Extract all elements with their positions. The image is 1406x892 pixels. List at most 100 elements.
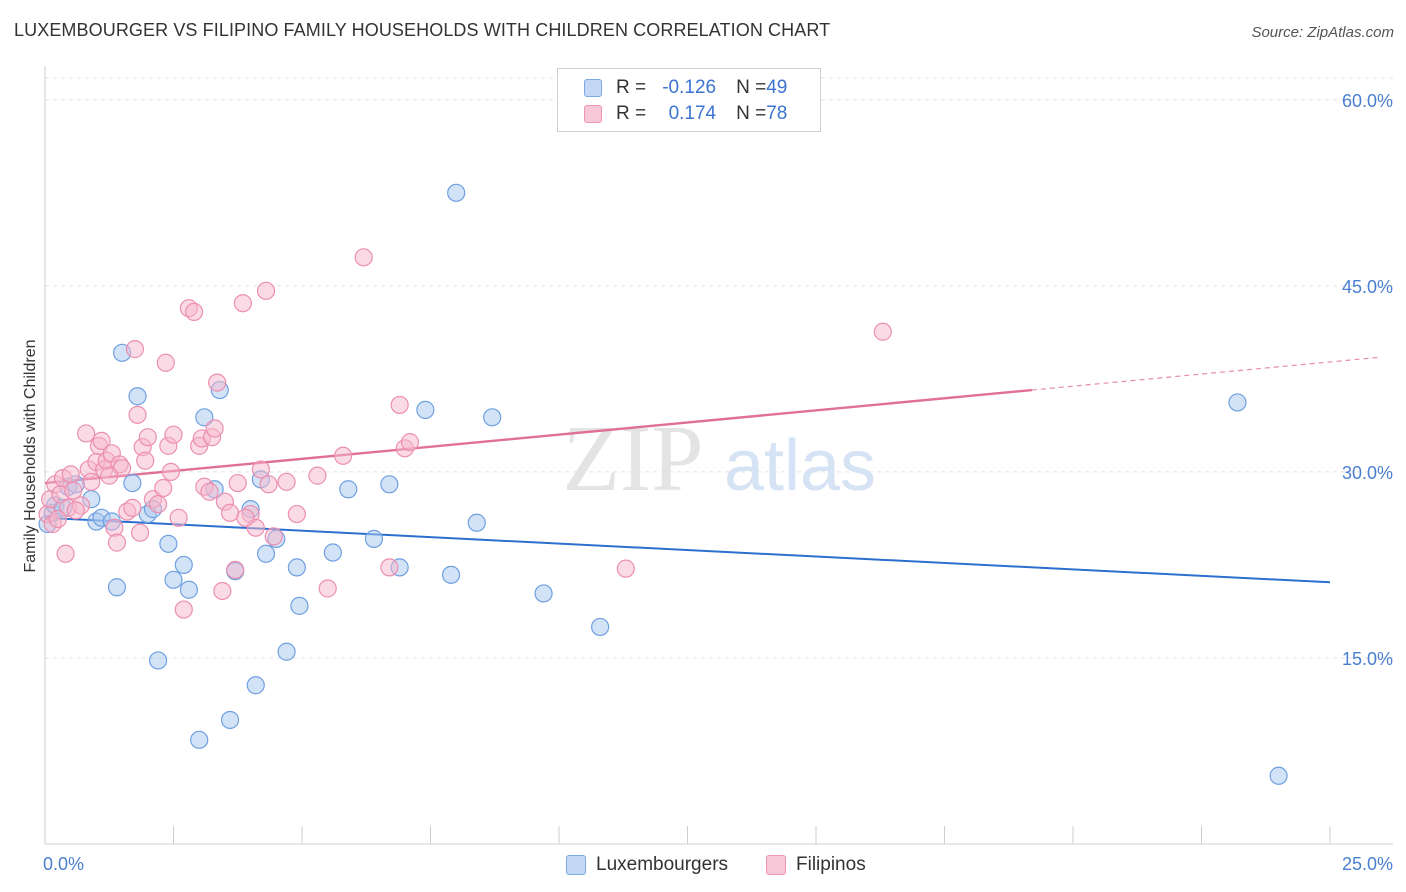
point-luxembourgers (123, 473, 142, 493)
point-filipinos (148, 495, 168, 514)
axes (44, 66, 1393, 845)
point-filipinos (169, 508, 188, 527)
gridlines (45, 77, 1393, 659)
point-filipinos (256, 281, 276, 300)
bottom-legend-swatch-pink (766, 855, 786, 875)
legend-r-label: R = (616, 103, 647, 124)
point-luxembourgers (591, 617, 610, 637)
legend-swatch-pink (584, 105, 602, 123)
point-filipinos (156, 353, 175, 372)
tick-labels: 15.0% 30.0% 45.0% 60.0% 0.0% 25.0% (43, 91, 1393, 874)
point-filipinos (873, 322, 892, 341)
legend-row-filipinos: R = 0.174 N = 78 (584, 102, 787, 126)
x-tick-label: 0.0% (43, 854, 84, 874)
point-filipinos (226, 560, 245, 579)
point-filipinos (259, 475, 278, 494)
point-luxembourgers (179, 580, 199, 599)
watermark: ZIP atlas (563, 407, 877, 511)
point-luxembourgers (190, 730, 209, 749)
point-filipinos (205, 419, 224, 438)
point-luxembourgers (287, 558, 306, 577)
point-filipinos (100, 466, 119, 485)
point-luxembourgers (220, 710, 240, 730)
point-filipinos (174, 600, 193, 619)
point-filipinos (233, 294, 252, 313)
point-luxembourgers (174, 555, 193, 575)
point-luxembourgers (416, 400, 435, 419)
point-filipinos (125, 340, 145, 359)
x-tick-label: 25.0% (1342, 854, 1393, 874)
point-filipinos (228, 473, 247, 493)
point-filipinos (136, 451, 155, 470)
point-luxembourgers (195, 408, 214, 427)
point-filipinos (616, 559, 635, 578)
point-filipinos (61, 465, 80, 484)
point-luxembourgers (1269, 766, 1288, 785)
point-filipinos (107, 533, 127, 552)
point-luxembourgers (256, 544, 276, 563)
bottom-legend-filipinos: Filipinos (766, 852, 866, 878)
trend-line-filipinos (44, 388, 1032, 485)
chart-title: LUXEMBOURGER VS FILIPINO FAMILY HOUSEHOL… (14, 20, 831, 40)
point-filipinos (213, 581, 232, 601)
point-filipinos (48, 509, 67, 529)
point-filipinos (208, 373, 227, 392)
point-luxembourgers (1228, 393, 1247, 412)
point-filipinos (154, 478, 173, 498)
point-luxembourgers (339, 480, 358, 499)
point-filipinos (128, 405, 147, 424)
point-luxembourgers (128, 387, 147, 406)
point-luxembourgers (277, 642, 296, 661)
trend-line-filipinos-extension (1031, 356, 1382, 391)
point-filipinos (264, 527, 283, 546)
legend-swatch-blue (584, 79, 602, 97)
point-filipinos (184, 302, 204, 322)
bottom-legend-swatch-blue (566, 855, 586, 875)
point-filipinos (200, 482, 219, 501)
point-luxembourgers (148, 651, 168, 670)
point-luxembourgers (467, 513, 486, 532)
legend-r-label: R = (616, 77, 647, 98)
y-tick-label: 60.0% (1342, 91, 1393, 111)
point-luxembourgers (159, 534, 178, 553)
point-luxembourgers (380, 475, 399, 494)
bottom-legend-label: Filipinos (796, 854, 866, 875)
point-filipinos (82, 472, 101, 491)
point-luxembourgers (290, 596, 309, 615)
y-axis-label: Family Households with Children (22, 340, 39, 573)
point-filipinos (400, 433, 420, 452)
legend-r-value: -0.126 (662, 77, 717, 98)
point-filipinos (220, 503, 240, 522)
source-label: Source: ZipAtlas.com (1251, 24, 1394, 41)
point-filipinos (105, 518, 124, 537)
point-luxembourgers (164, 570, 183, 589)
point-filipinos (123, 498, 142, 517)
y-tick-label: 15.0% (1342, 649, 1393, 669)
point-luxembourgers (323, 543, 342, 562)
point-filipinos (380, 558, 399, 577)
point-filipinos (138, 428, 157, 447)
point-filipinos (318, 579, 337, 598)
legend-r-value: 0.174 (668, 103, 717, 124)
point-filipinos (164, 425, 183, 444)
point-luxembourgers (447, 183, 466, 202)
y-tick-label: 30.0% (1342, 463, 1393, 483)
point-filipinos (287, 504, 306, 524)
trend-lines (44, 356, 1382, 584)
legend-n-label: N = (736, 77, 767, 98)
point-filipinos (390, 395, 409, 415)
point-luxembourgers (483, 408, 502, 427)
point-filipinos (92, 431, 111, 450)
point-filipinos (236, 508, 255, 527)
point-filipinos (334, 446, 353, 465)
point-filipinos (354, 248, 373, 267)
bottom-legend-label: Luxembourgers (596, 854, 729, 875)
correlation-legend: R = -0.126 N = 49 R = 0.174 N = 78 (557, 68, 821, 132)
point-filipinos (56, 544, 75, 563)
point-luxembourgers (107, 578, 127, 597)
legend-n-label: N = (736, 103, 767, 124)
point-filipinos (77, 424, 96, 443)
point-luxembourgers (534, 584, 553, 603)
bottom-legend-luxembourgers: Luxembourgers (566, 852, 728, 878)
